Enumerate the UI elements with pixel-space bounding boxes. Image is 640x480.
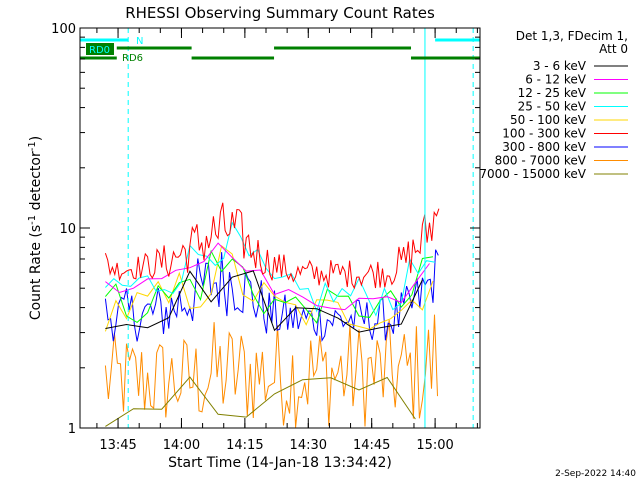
legend-label: 3 - 6 keV [533,59,587,73]
x-axis: 13:45 14:00 14:15 14:30 14:45 15:00 [96,28,478,453]
series-7000-15000-kev [105,376,416,427]
series-line-50-100-kev [104,245,434,332]
series-line-6-12-kev [105,242,430,311]
series-100-300-kev [104,202,440,290]
series-3-6-kev [105,270,423,333]
x-tick-label: 13:45 [99,438,136,453]
series-line-25-50-kev [105,221,436,317]
y-tick-label: 1 [68,422,76,437]
series-50-100-kev [104,245,434,332]
x-tick-label: 14:45 [353,438,390,453]
legend-label: 100 - 300 keV [502,127,586,141]
footer-date: 2-Sep-2022 14:40 [555,469,636,479]
y-tick-label: 100 [51,22,76,37]
x-tick-label: 15:00 [416,438,453,453]
series-800-7000-kev [104,314,438,428]
rd6-annotation: RD6 [122,53,143,64]
rd0-annotation-bg [86,43,114,55]
series-25-50-kev [105,221,436,317]
y-axis-label: Count Rate (s-1 detector-1) [27,136,44,320]
series-line-800-7000-kev [104,314,438,428]
plot-area [79,28,480,428]
series-line-7000-15000-kev [105,376,416,427]
legend-label: 12 - 25 keV [518,86,587,100]
rd0-annotation: RD0 [89,45,110,56]
y-tick-label: 10 [59,222,76,237]
x-axis-label: Start Time (14-Jan-18 13:34:42) [168,455,392,471]
series-line-3-6-kev [105,270,423,333]
series-line-100-300-kev [104,202,440,290]
legend-title-line2: Att 0 [599,42,628,56]
legend-title-line1: Det 1,3, FDecim 1, [516,29,628,43]
x-tick-label: 14:30 [290,438,327,453]
legend-label: 6 - 12 keV [525,73,587,87]
series-line-12-25-kev [105,249,434,324]
series-12-25-kev [105,249,434,324]
legend-label: 25 - 50 keV [518,100,587,114]
series-6-12-kev [105,242,430,311]
annotations: RD0 N RD6 [86,36,143,64]
legend-label: 50 - 100 keV [510,113,587,127]
x-tick-label: 14:15 [226,438,263,453]
y-axis: 1 10 100 [51,22,480,437]
x-tick-label: 14:00 [163,438,200,453]
n-annotation: N [136,36,143,47]
chart-title: RHESSI Observing Summary Count Rates [125,4,435,22]
legend-label: 800 - 7000 keV [495,154,587,168]
legend-label: 300 - 800 keV [502,140,586,154]
legend-label: 7000 - 15000 keV [479,167,586,181]
